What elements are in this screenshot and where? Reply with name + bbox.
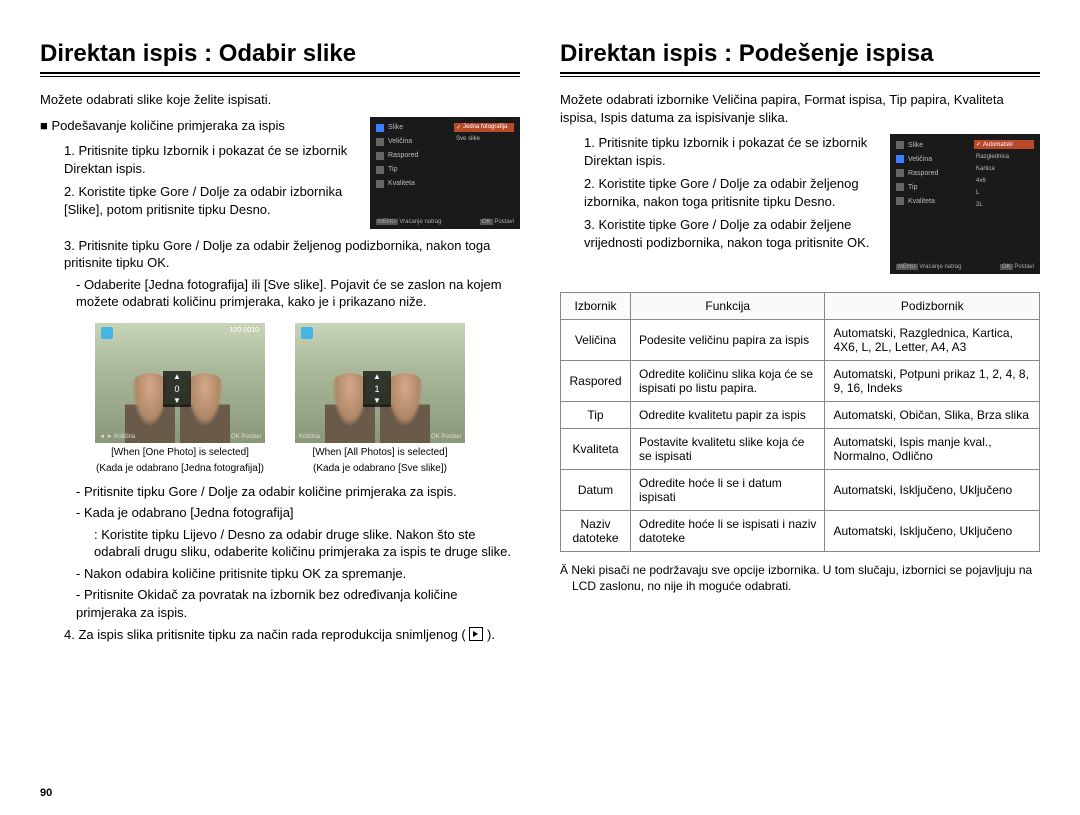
thumbnail-row: 100-0010 ▲0▼ ◄ ► KoličinaOK Postavi [Whe… [40, 323, 520, 475]
table-row: KvalitetaPostavite kvalitetu slike koja … [561, 429, 1040, 470]
set-label: Postavi [1014, 264, 1034, 270]
instruction: - Kada je odabrano [Jedna fotografija] [76, 504, 520, 522]
th-submenu: Podizbornik [825, 293, 1040, 320]
menu-item: Kvaliteta [908, 198, 935, 205]
table-cell: Odredite kvalitetu papir za ispis [631, 402, 825, 429]
submenu-item: Razglednica [974, 152, 1034, 161]
caption: (Kada je odabrano [Sve slike]) [295, 463, 465, 475]
footnote: Ä Neki pisači ne podržavaju sve opcije i… [560, 562, 1040, 594]
table-row: Naziv datotekeOdredite hoće li se ispisa… [561, 511, 1040, 552]
right-column: Direktan ispis : Podešenje ispisa Možete… [560, 40, 1040, 649]
left-column: Direktan ispis : Odabir slike Možete oda… [40, 40, 520, 649]
table-cell: Postavite kvalitetu slike koja će se isp… [631, 429, 825, 470]
menu-item: Slike [908, 142, 923, 149]
table-cell: Automatski, Potpuni prikaz 1, 2, 4, 8, 9… [825, 361, 1040, 402]
menu-item: Slike [388, 124, 403, 131]
menu-item: Tip [388, 166, 397, 173]
table-row: RasporedOdredite količinu slika koja će … [561, 361, 1040, 402]
table-cell: Odredite količinu slika koja će se ispis… [631, 361, 825, 402]
table-cell: Automatski, Ispis manje kval., Normalno,… [825, 429, 1040, 470]
table-cell: Automatski, Običan, Slika, Brza slika [825, 402, 1040, 429]
table-row: VeličinaPodesite veličinu papira za ispi… [561, 320, 1040, 361]
table-header-row: Izbornik Funkcija Podizbornik [561, 293, 1040, 320]
divider [560, 72, 1040, 74]
table-cell: Odredite hoće li se i datum ispisati [631, 470, 825, 511]
table-cell: Veličina [561, 320, 631, 361]
back-label: Vraćanje natrag [919, 264, 961, 270]
table-cell: Datum [561, 470, 631, 511]
submenu-item: Kartica [974, 164, 1034, 173]
right-title: Direktan ispis : Podešenje ispisa [560, 40, 1040, 68]
menu-screenshot-right: Slike Veličina Raspored Tip Kvaliteta ✓A… [890, 134, 1040, 274]
right-intro: Možete odabrati izbornike Veličina papir… [560, 91, 1040, 126]
table-cell: Raspored [561, 361, 631, 402]
divider [560, 76, 1040, 77]
instruction: - Nakon odabira količine pritisnite tipk… [76, 565, 520, 583]
step3-detail: - Odaberite [Jedna fotografija] ili [Sve… [76, 276, 520, 311]
submenu-item: L [974, 188, 1034, 197]
left-title: Direktan ispis : Odabir slike [40, 40, 520, 68]
menu-item: Raspored [388, 152, 418, 159]
table-row: DatumOdredite hoće li se i datum ispisat… [561, 470, 1040, 511]
instruction: - Pritisnite Okidač za povratak na izbor… [76, 586, 520, 621]
table-cell: Automatski, Isključeno, Uključeno [825, 470, 1040, 511]
table-cell: Naziv datoteke [561, 511, 631, 552]
step-4: 4. Za ispis slika pritisnite tipku za na… [64, 626, 520, 644]
caption: [When [All Photos] is selected] [295, 447, 465, 459]
quantity: 0 [174, 384, 179, 394]
th-function: Funkcija [631, 293, 825, 320]
submenu-item: Jedna fotografija [463, 124, 507, 130]
left-intro: Možete odabrati slike koje želite ispisa… [40, 91, 520, 109]
submenu-item: Sve slike [454, 135, 514, 144]
table-cell: Automatski, Razglednica, Kartica, 4X6, L… [825, 320, 1040, 361]
quantity: 1 [374, 384, 379, 394]
page-number: 90 [40, 787, 52, 799]
thumbnail-all-photos: ▲1▼ KoličinaOK Postavi [295, 323, 465, 443]
submenu-item: Automatski [983, 142, 1013, 148]
divider [40, 72, 520, 74]
submenu-item: 4x6 [974, 176, 1034, 185]
menu-item: Veličina [908, 156, 932, 163]
table-cell: Podesite veličinu papira za ispis [631, 320, 825, 361]
settings-table: Izbornik Funkcija Podizbornik VeličinaPo… [560, 292, 1040, 552]
menu-screenshot-left: Slike Veličina Raspored Tip Kvaliteta ✓J… [370, 117, 520, 229]
table-cell: Odredite hoće li se ispisati i naziv dat… [631, 511, 825, 552]
th-menu: Izbornik [561, 293, 631, 320]
table-cell: Kvaliteta [561, 429, 631, 470]
caption: [When [One Photo] is selected] [95, 447, 265, 459]
table-cell: Tip [561, 402, 631, 429]
divider [40, 76, 520, 77]
menu-item: Kvaliteta [388, 180, 415, 187]
caption: (Kada je odabrano [Jedna fotografija]) [95, 463, 265, 475]
menu-item: Tip [908, 184, 917, 191]
back-label: Vraćanje natrag [399, 219, 441, 225]
menu-item: Veličina [388, 138, 412, 145]
subhead: Podešavanje količine primjeraka za ispis [51, 118, 284, 133]
set-label: Postavi [494, 219, 514, 225]
thumbnail-one-photo: 100-0010 ▲0▼ ◄ ► KoličinaOK Postavi [95, 323, 265, 443]
playback-icon [469, 627, 483, 641]
step-3: 3. Pritisnite tipku Gore / Dolje za odab… [64, 237, 520, 311]
table-cell: Automatski, Isključeno, Uključeno [825, 511, 1040, 552]
table-row: TipOdredite kvalitetu papir za ispisAuto… [561, 402, 1040, 429]
instruction: : Koristite tipku Lijevo / Desno za odab… [76, 526, 520, 561]
file-number: 100-0010 [229, 327, 259, 334]
menu-item: Raspored [908, 170, 938, 177]
instruction: - Pritisnite tipku Gore / Dolje za odabi… [76, 483, 520, 501]
submenu-item: 2L [974, 200, 1034, 209]
